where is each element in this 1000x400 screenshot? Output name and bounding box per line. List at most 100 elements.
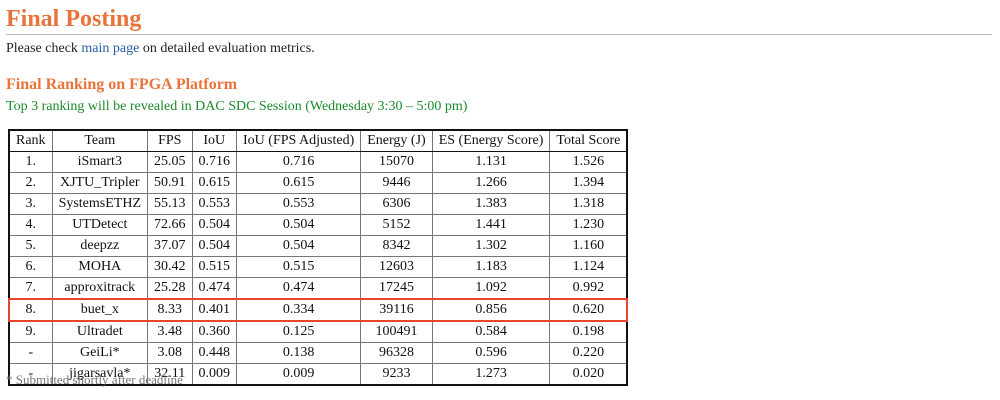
cell-fps: 3.48	[147, 320, 193, 343]
cell-iou: 0.360	[191, 320, 238, 343]
cell-iou-fps-adjusted: 0.504	[236, 214, 362, 236]
cell-energy: 39116	[360, 298, 433, 322]
cell-team: GeiLi*	[51, 342, 149, 364]
cell-team: iSmart3	[51, 151, 149, 173]
cell-energy-score: 1.266	[431, 172, 551, 194]
session-note: Top 3 ranking will be revealed in DAC SD…	[6, 99, 468, 114]
cell-iou-fps-adjusted: 0.504	[236, 235, 362, 257]
cell-iou: 0.553	[191, 193, 238, 215]
cell-fps: 55.13	[147, 193, 193, 215]
main-page-link[interactable]: main page	[81, 41, 140, 56]
cell-energy: 9233	[360, 363, 433, 386]
cell-energy: 15070	[360, 151, 433, 173]
cell-rank: -	[8, 363, 53, 386]
cell-rank: 3.	[8, 193, 53, 215]
cell-energy-score: 1.383	[431, 193, 551, 215]
cell-fps: 25.28	[147, 277, 193, 300]
cell-team: approxitrack	[51, 277, 149, 300]
table-row: 1. iSmart3 25.05 0.716 0.716 15070 1.131 1.526	[8, 151, 628, 173]
cell-energy-score: 1.441	[431, 214, 551, 236]
cell-fps: 25.05	[147, 151, 193, 173]
cell-energy: 8342	[360, 235, 433, 257]
cell-total-score: 1.160	[549, 235, 628, 257]
table-row: - jigarsavla* 32.11 0.009 0.009 9233 1.273 0.02…	[8, 363, 628, 386]
cell-energy: 12603	[360, 256, 433, 278]
table-row: 7. approxitrack 25.28 0.474 0.474 17245 1.092 0…	[8, 277, 628, 300]
cell-total-score: 1.124	[549, 256, 628, 278]
cell-iou: 0.515	[191, 256, 238, 278]
cell-energy-score: 1.092	[431, 277, 551, 300]
cell-energy: 17245	[360, 277, 433, 300]
cell-team: XJTU_Tripler	[51, 172, 149, 194]
cell-iou: 0.009	[191, 363, 238, 386]
cell-team: SystemsETHZ	[51, 193, 149, 215]
cell-total-score: 1.526	[549, 151, 628, 173]
cell-energy-score: 0.856	[431, 298, 551, 322]
cell-total-score: 0.620	[549, 298, 629, 322]
cell-iou-fps-adjusted: 0.553	[236, 193, 362, 215]
cell-total-score: 0.198	[549, 320, 628, 343]
cell-energy: 96328	[360, 342, 433, 364]
cell-energy-score: 1.302	[431, 235, 551, 257]
cell-iou-fps-adjusted: 0.334	[236, 298, 362, 322]
cell-rank: 4.	[8, 214, 53, 236]
cell-rank: 8.	[7, 298, 53, 322]
cell-energy-score: 0.596	[431, 342, 551, 364]
cell-iou-fps-adjusted: 0.138	[236, 342, 362, 364]
cell-energy-score: 1.273	[431, 363, 551, 386]
table-row: 4. UTDetect 72.66 0.504 0.504 5152 1.441 1.230	[8, 214, 628, 236]
cell-total-score: 1.318	[549, 193, 628, 215]
cell-iou-fps-adjusted: 0.615	[236, 172, 362, 194]
cell-fps: 72.66	[147, 214, 193, 236]
title-divider	[6, 34, 992, 35]
page-title: Final Posting	[6, 6, 142, 32]
table-header-row: Rank Team FPS IoU IoU (FPS Adjusted) Ene…	[8, 129, 628, 152]
cell-total-score: 0.020	[549, 363, 628, 386]
cell-team: jigarsavla*	[51, 363, 149, 386]
cell-iou: 0.474	[191, 277, 238, 300]
table-row-highlighted: 8. buet_x 8.33 0.401 0.334 39116 0.856 0.620	[7, 298, 629, 322]
header-energy: Energy (J)	[360, 129, 433, 152]
cell-energy-score: 1.131	[431, 151, 551, 173]
cell-total-score: 1.230	[549, 214, 628, 236]
intro-before: Please check	[6, 41, 82, 56]
cell-rank: 9.	[8, 320, 53, 343]
cell-rank: 5.	[8, 235, 53, 257]
footnote: * Submitted shortly after deadline	[6, 372, 183, 387]
cell-rank: 1.	[8, 151, 53, 173]
cell-fps: 3.08	[147, 342, 193, 364]
cell-rank: 6.	[8, 256, 53, 278]
cell-team: buet_x	[51, 298, 149, 322]
cell-total-score: 0.992	[549, 277, 628, 300]
intro-text: Please check main page on detailed evalu…	[6, 40, 315, 58]
cell-iou-fps-adjusted: 0.515	[236, 256, 362, 278]
cell-total-score: 1.394	[549, 172, 628, 194]
cell-rank: -	[8, 342, 53, 364]
header-team: Team	[51, 129, 149, 152]
cell-team: Ultradet	[51, 320, 149, 343]
cell-fps: 30.42	[147, 256, 193, 278]
cell-iou: 0.716	[191, 151, 238, 173]
cell-team: deepzz	[51, 235, 149, 257]
cell-rank: 7.	[8, 277, 53, 300]
header-energy-score: ES (Energy Score)	[431, 129, 551, 152]
table-row: 5. deepzz 37.07 0.504 0.504 8342 1.302 1.160	[8, 235, 628, 257]
cell-energy: 9446	[360, 172, 433, 194]
cell-iou-fps-adjusted: 0.009	[236, 363, 362, 386]
cell-energy: 6306	[360, 193, 433, 215]
intro-after: on detailed evaluation metrics.	[139, 41, 315, 56]
table-row: 9. Ultradet 3.48 0.360 0.125 100491 0.584 0.198	[8, 320, 628, 343]
header-iou-fps-adjusted: IoU (FPS Adjusted)	[236, 129, 362, 152]
cell-fps: 32.11	[147, 363, 193, 386]
table-row: 2. XJTU_Tripler 50.91 0.615 0.615 9446 1.266 1.…	[8, 172, 628, 194]
cell-fps: 50.91	[147, 172, 193, 194]
table-body: 1. iSmart3 25.05 0.716 0.716 15070 1.131 1.526 2…	[7, 151, 629, 386]
cell-team: UTDetect	[51, 214, 149, 236]
cell-total-score: 0.220	[549, 342, 628, 364]
cell-energy-score: 1.183	[431, 256, 551, 278]
cell-iou-fps-adjusted: 0.716	[236, 151, 362, 173]
header-fps: FPS	[147, 129, 193, 152]
cell-team: MOHA	[51, 256, 149, 278]
cell-rank: 2.	[8, 172, 53, 194]
